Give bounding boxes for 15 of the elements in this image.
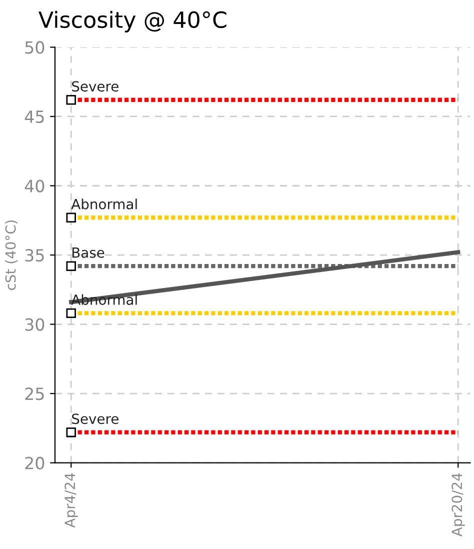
ref-line-label: Abnormal (71, 198, 137, 210)
y-tick-label: 25 (25, 388, 44, 400)
ref-line-label: Base (72, 248, 104, 258)
y-axis-title: cSt (40°C) (5, 220, 18, 290)
y-tick-label: 50 (25, 41, 44, 54)
ref-line-label: Severe (72, 81, 118, 92)
y-tick-label: 30 (25, 318, 44, 331)
chart-title: Viscosity @ 40°C (38, 10, 226, 32)
y-tick-label: 40 (24, 180, 44, 192)
y-tick-label: 20 (25, 456, 44, 470)
x-tick-label: Apr4/24 (64, 473, 78, 528)
y-tick-label: 35 (25, 248, 44, 262)
y-tick-label: 45 (24, 110, 44, 124)
ref-line-label: Severe (72, 414, 118, 424)
x-tick-label: Apr20/24 (452, 473, 465, 536)
